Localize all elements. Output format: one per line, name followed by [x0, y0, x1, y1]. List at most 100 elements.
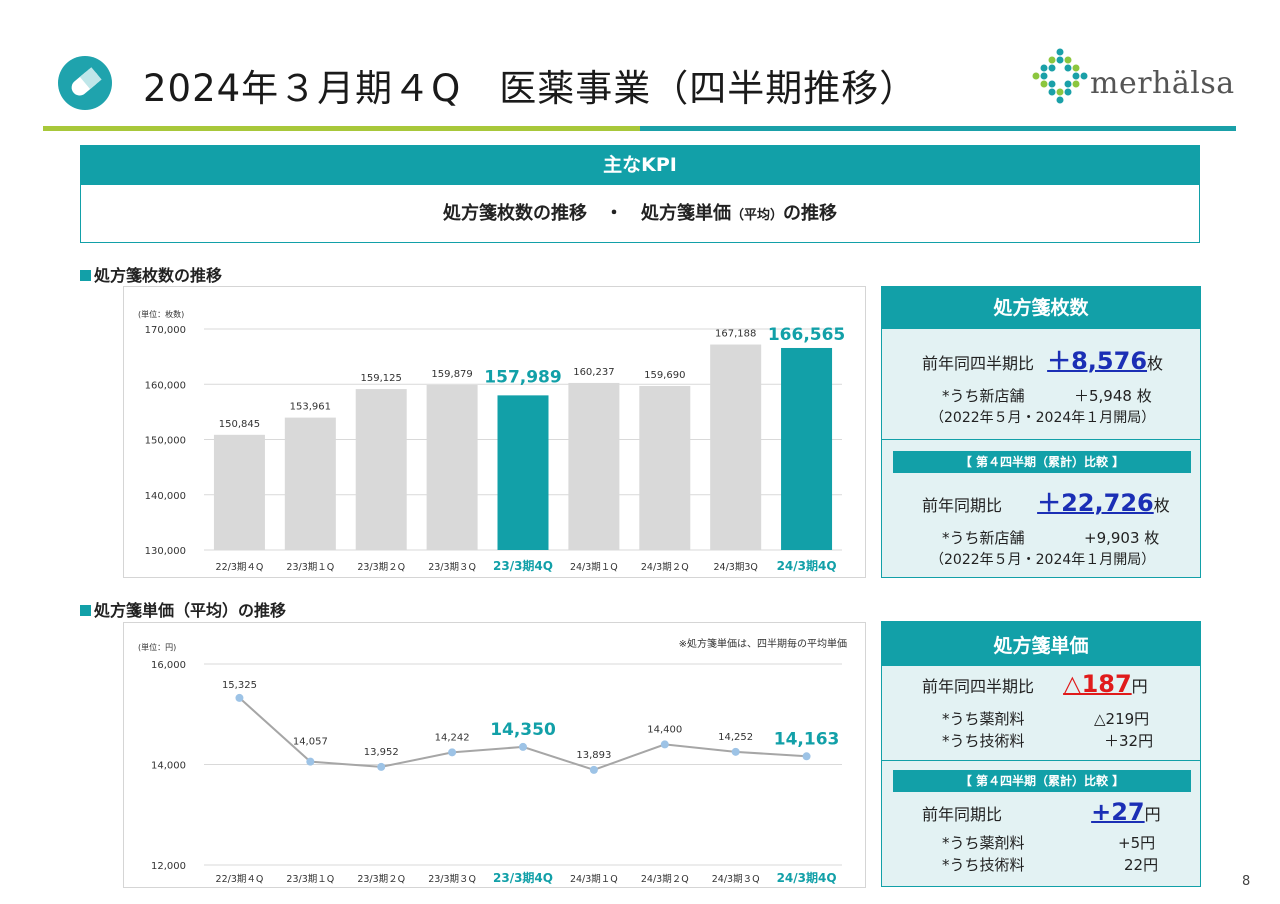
kpi-subtitle: 処方箋枚数の推移 ・ 処方箋単価（平均）の推移	[80, 185, 1200, 243]
x-tick-label: 23/3期３Q	[428, 562, 476, 573]
data-point	[802, 752, 811, 761]
data-label: 166,565	[768, 325, 845, 345]
cum-new-store-value: +9,903 枚	[1084, 529, 1160, 547]
data-label: 13,952	[364, 747, 399, 758]
unit-price-line-chart: (単位：円) ※処方箋単価は、四半期毎の平均単価 12,000 14,000 16,00…	[138, 637, 847, 885]
pill-icon	[58, 56, 112, 110]
header-divider-green	[43, 126, 640, 131]
x-tick-label: 24/3期3Q	[713, 562, 757, 573]
panel-title: 処方箋単価	[882, 622, 1200, 666]
x-tick-label: 24/3期１Q	[570, 874, 618, 885]
x-tick-label: 24/3期３Q	[712, 874, 760, 885]
cum-opening-period-note: （2022年５月・2024年１月開局）	[930, 552, 1156, 568]
kpi-subtitle-a: 処方箋枚数の推移 ・ 処方箋単価	[442, 203, 731, 224]
prescription-count-chart: (単位：枚数) 130,000 140,000 150,000 160,000 170,0…	[123, 286, 866, 578]
x-tick-label: 23/3期３Q	[428, 874, 476, 885]
y-tick-label: 150,000	[145, 436, 186, 447]
drug-fee-value: △219円	[1094, 710, 1150, 728]
cum-tech-fee-label: *うち技術料	[942, 856, 1025, 874]
data-label: 15,325	[222, 680, 257, 691]
data-label: 153,961	[290, 402, 331, 413]
x-tick-label: 24/3期１Q	[570, 562, 618, 573]
y-tick-label: 16,000	[151, 660, 186, 671]
prescription-count-panel: 処方箋枚数 前年同四半期比 ＋8,576枚 *うち新店舗 ＋5,948 枚 （2…	[881, 286, 1201, 578]
section-title-prescriptions: 処方箋枚数の推移	[80, 262, 222, 286]
data-point	[660, 740, 669, 749]
yoy-label: 前年同四半期比	[922, 354, 1035, 373]
section-title-text: 処方箋単価（平均）の推移	[94, 601, 287, 620]
data-label: 14,242	[435, 732, 470, 743]
brand-logo	[1030, 46, 1240, 106]
yoy-value: △187	[1063, 670, 1132, 698]
data-label: 159,690	[644, 370, 685, 381]
x-tick-label: 24/3期4Q	[777, 558, 837, 573]
y-tick-label: 12,000	[151, 861, 186, 872]
panel-divider	[882, 760, 1200, 761]
x-tick-label: 22/3期４Q	[216, 874, 264, 885]
cum-value: ＋22,726	[1037, 489, 1154, 517]
data-label: 160,237	[573, 367, 614, 378]
cum-drug-fee-label: *うち薬剤料	[942, 834, 1025, 852]
x-tick-label: 23/3期１Q	[286, 874, 334, 885]
yoy-cumulative-row: 前年同期比 ＋22,726枚	[922, 483, 1170, 518]
x-tick-label: 24/3期２Q	[641, 562, 689, 573]
x-tick-label: 22/3期４Q	[216, 562, 264, 573]
header-divider-teal	[640, 126, 1236, 131]
new-store-value: ＋5,948 枚	[1074, 387, 1152, 405]
yoy-value: ＋8,576	[1047, 347, 1148, 375]
prescription-count-bar-chart: (単位：枚数) 130,000 140,000 150,000 160,000 170,0…	[138, 309, 845, 573]
unit-price-panel: 処方箋単価 前年同四半期比 △187円 *うち薬剤料 △219円 *うち技術料 …	[881, 621, 1201, 887]
y-tick-label: 14,000	[151, 761, 186, 772]
data-label: 14,057	[293, 737, 328, 748]
page-number: 8	[1242, 874, 1251, 889]
kpi-heading: 主なKPI	[80, 145, 1200, 185]
data-point	[731, 747, 740, 756]
cum-new-store-label: *うち新店舗	[942, 529, 1025, 547]
opening-period-note: （2022年５月・2024年１月開局）	[930, 410, 1156, 426]
cum-unit: 円	[1144, 805, 1161, 824]
cum-label: 前年同期比	[922, 496, 1003, 515]
unit-price-chart: (単位：円) ※処方箋単価は、四半期毎の平均単価 12,000 14,000 16,00…	[123, 622, 866, 888]
yoy-cumulative-row: 前年同期比 +27円	[922, 798, 1161, 826]
cum-value: +27	[1091, 798, 1145, 826]
chart-note: ※処方箋単価は、四半期毎の平均単価	[679, 637, 847, 650]
cum-label: 前年同期比	[922, 805, 1003, 824]
section-title-unit-price: 処方箋単価（平均）の推移	[80, 597, 286, 621]
data-label: 159,879	[431, 369, 472, 380]
yoy-quarter-row: 前年同四半期比 △187円	[922, 670, 1148, 698]
x-tick-label: 23/3期２Q	[357, 874, 405, 885]
kpi-subtitle-c: の推移	[783, 203, 837, 224]
cum-unit: 枚	[1153, 496, 1170, 515]
y-tick-label: 160,000	[145, 380, 186, 391]
bar	[781, 347, 833, 550]
data-point	[448, 748, 457, 757]
data-point	[306, 757, 315, 766]
unit-label: (単位：円)	[138, 642, 176, 652]
yoy-quarter-row: 前年同四半期比 ＋8,576枚	[922, 341, 1163, 376]
x-tick-label: 23/3期4Q	[493, 870, 553, 885]
x-tick-label: 23/3期２Q	[357, 562, 405, 573]
x-tick-label: 24/3期4Q	[777, 870, 837, 885]
new-store-label: *うち新店舗	[942, 387, 1025, 405]
kpi-subtitle-b: （平均）	[730, 208, 783, 223]
square-bullet-icon	[80, 605, 91, 616]
brand-name: merhälsa	[1090, 66, 1235, 101]
bar	[710, 344, 762, 550]
data-label: 167,188	[715, 329, 756, 340]
data-label: 157,989	[484, 367, 561, 387]
yoy-unit: 枚	[1147, 354, 1164, 373]
cumulative-heading: 【 第４四半期（累計）比較 】	[893, 451, 1191, 473]
page-title: 2024年３月期４Q 医薬事業（四半期推移）	[143, 67, 918, 110]
cumulative-heading: 【 第４四半期（累計）比較 】	[893, 770, 1191, 792]
tech-fee-label: *うち技術料	[942, 732, 1025, 750]
x-tick-label: 23/3期１Q	[286, 562, 334, 573]
bar	[497, 395, 549, 550]
data-label: 159,125	[361, 373, 402, 384]
bar	[213, 434, 265, 550]
panel-title: 処方箋枚数	[882, 287, 1200, 329]
section-title-text: 処方箋枚数の推移	[94, 266, 223, 285]
data-point	[519, 742, 527, 751]
square-bullet-icon	[80, 270, 91, 281]
data-label: 150,845	[219, 419, 260, 430]
x-tick-label: 24/3期２Q	[641, 874, 689, 885]
